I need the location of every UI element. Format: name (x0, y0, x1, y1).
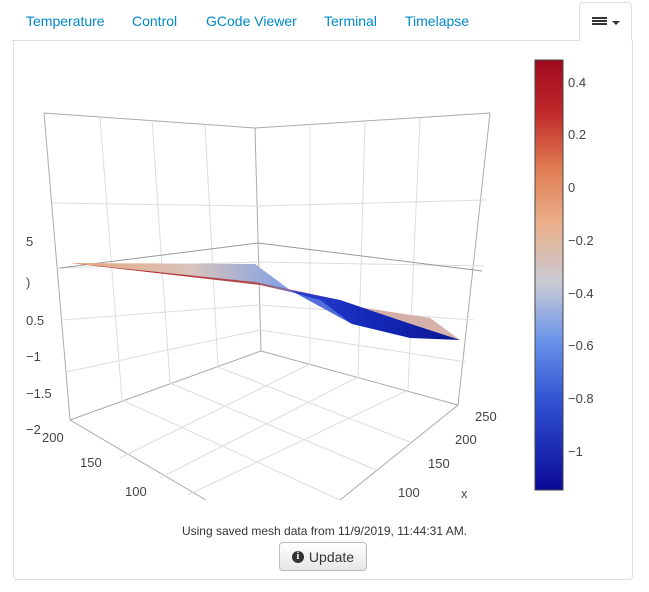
x-tick-label: 100 (398, 485, 420, 500)
bed-mesh-3d-plot[interactable]: 5 ) 0.5 −1 −1.5 −2 200 150 100 250 200 1… (0, 0, 649, 520)
list-icon (592, 17, 607, 28)
update-button-label: Update (308, 548, 355, 565)
z-axis-ticks: 5 ) 0.5 −1 −1.5 −2 (26, 234, 52, 437)
tab-control[interactable]: Control (132, 13, 178, 29)
z-tick-label: 5 (26, 234, 33, 249)
x-axis-ticks: 250 200 150 100 x (398, 409, 497, 501)
colorbar: 0.4 0.2 0 −0.2 −0.4 −0.6 −0.8 −1 (534, 59, 594, 491)
surface-patch-far (70, 263, 290, 290)
tab-dropdown-button[interactable] (579, 2, 632, 41)
tab-temperature[interactable]: Temperature (26, 13, 105, 29)
z-tick-label: 0.5 (26, 313, 44, 328)
colorbar-gradient (534, 59, 564, 491)
tab-content-panel (13, 40, 633, 580)
colorbar-tick-label: −0.6 (568, 338, 594, 353)
y-tick-label: 100 (125, 484, 147, 499)
update-button[interactable]: i Update (279, 542, 367, 571)
y-axis-ticks: 200 150 100 (42, 430, 147, 499)
x-axis-title: x (461, 486, 468, 501)
colorbar-tick-label: −1 (568, 444, 583, 459)
surface-patch-back (255, 264, 460, 340)
x-tick-label: 150 (428, 456, 450, 471)
z-tick-label: −2 (26, 422, 41, 437)
colorbar-tick-label: −0.8 (568, 391, 594, 406)
surface-patch-low (290, 290, 460, 340)
x-tick-label: 250 (475, 409, 497, 424)
colorbar-tick-label: −0.2 (568, 233, 594, 248)
y-tick-label: 200 (42, 430, 64, 445)
mesh-surface (70, 263, 460, 340)
info-circle-icon: i (291, 550, 304, 563)
tab-timelapse[interactable]: Timelapse (405, 13, 470, 29)
z-tick-label: −1 (26, 349, 41, 364)
tab-gcode-viewer[interactable]: GCode Viewer (206, 13, 297, 29)
colorbar-tick-label: −0.4 (568, 286, 594, 301)
z-tick-label: −1.5 (26, 386, 52, 401)
axis-grid (43, 112, 491, 501)
colorbar-tick-label: 0.2 (568, 127, 586, 142)
y-tick-label: 150 (80, 455, 102, 470)
tab-terminal[interactable]: Terminal (324, 13, 377, 29)
x-tick-label: 200 (455, 432, 477, 447)
colorbar-tick-label: 0.4 (568, 75, 586, 90)
mesh-status-text: Using saved mesh data from 11/9/2019, 11… (181, 524, 468, 538)
caret-down-icon (612, 21, 620, 25)
tab-bar: Temperature Control GCode Viewer Termina… (12, 0, 632, 41)
colorbar-tick-label: 0 (568, 180, 575, 195)
z-tick-label: ) (26, 275, 30, 290)
